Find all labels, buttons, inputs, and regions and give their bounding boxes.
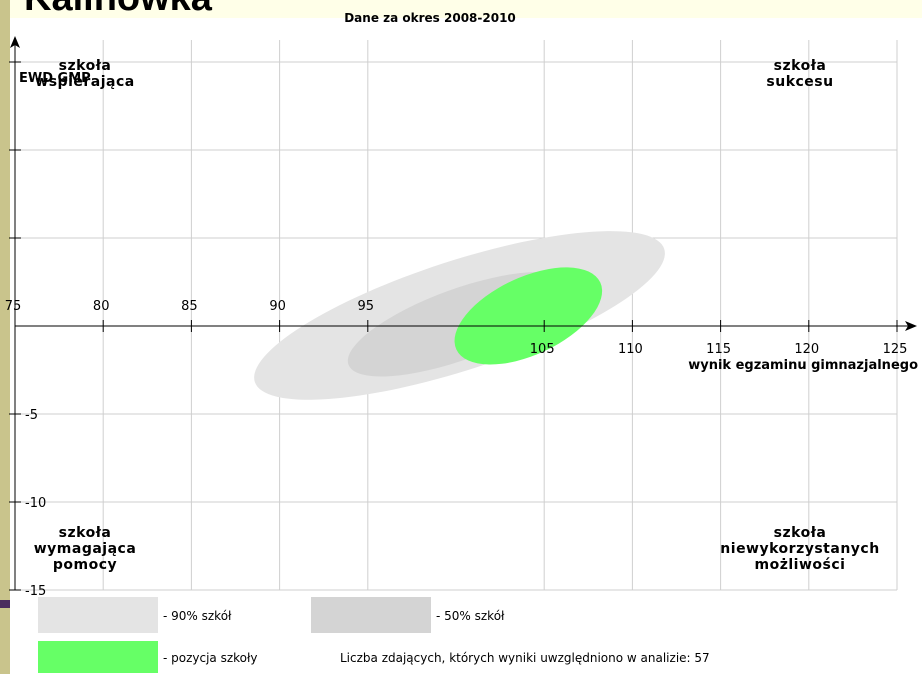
legend-swatch (38, 597, 158, 633)
x-tick-label: 115 (706, 342, 731, 357)
x-arrow (905, 321, 917, 331)
quadrant-label: wymagająca (34, 541, 137, 557)
quadrant-label: wspierająca (35, 74, 134, 90)
quadrant-label: możliwości (755, 557, 846, 573)
y-tick-label: -15 (25, 584, 46, 599)
y-tick-label: -10 (25, 496, 46, 511)
x-tick-label: 105 (530, 342, 555, 357)
x-tick-label: 110 (618, 342, 643, 357)
top-band (0, 0, 922, 18)
quadrant-label: szkoła (774, 58, 827, 74)
x-tick-label: 75 (5, 299, 22, 314)
legend-swatch (38, 641, 158, 673)
x-tick-label: 85 (181, 299, 198, 314)
legend-label: - pozycja szkoły (163, 651, 258, 665)
x-tick-label: 80 (93, 299, 110, 314)
side-accent (0, 600, 10, 608)
x-tick-label: 95 (358, 299, 375, 314)
y-tick-label: -5 (25, 408, 38, 423)
region (454, 267, 603, 365)
x-tick-label: 125 (883, 342, 908, 357)
page-title: Kalinowka (24, 0, 213, 19)
legend-label: - 50% szkół (436, 609, 505, 623)
quadrant-label: niewykorzystanych (720, 541, 879, 557)
quadrant-label: szkoła (59, 525, 112, 541)
quadrant-label: szkoła (59, 58, 112, 74)
legend-label: - 90% szkół (163, 609, 232, 623)
quadrant-label: sukcesu (766, 74, 833, 90)
quadrant-label: pomocy (53, 557, 117, 573)
side-strip (0, 0, 10, 674)
note: Liczba zdających, których wyniki uwzględ… (340, 651, 710, 665)
chart-title: Dane za okres 2008-2010 (344, 11, 516, 25)
x-tick-label: 120 (794, 342, 819, 357)
x-tick-label: 90 (269, 299, 286, 314)
y-axis-label: EWD GMP (19, 71, 91, 86)
y-arrow (10, 36, 20, 48)
x-axis-label: wynik egzaminu gimnazjalnego (688, 358, 918, 373)
quadrant-label: szkoła (774, 525, 827, 541)
legend-swatch (311, 597, 431, 633)
